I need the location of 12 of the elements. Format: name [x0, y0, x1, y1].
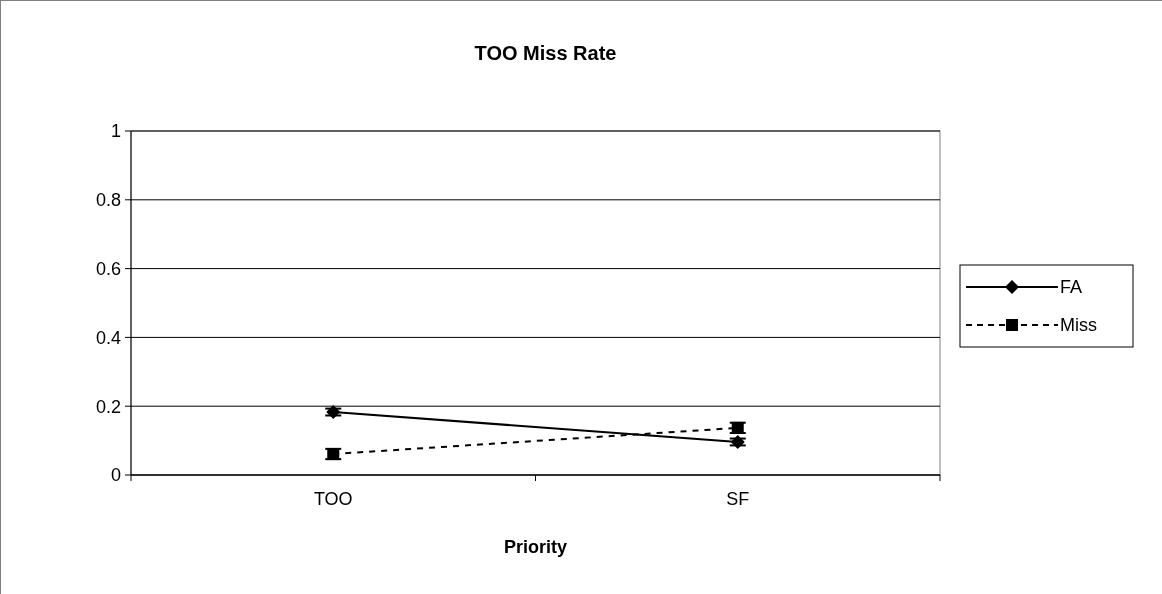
- y-tick-label: 0: [110, 465, 121, 486]
- y-tick-label: 1: [110, 121, 121, 142]
- x-tick-label: SF: [726, 489, 750, 509]
- y-tick-label: 0.8: [95, 190, 121, 211]
- x-axis-title: Priority: [503, 537, 568, 557]
- chart-title: TOO Miss Rate: [474, 42, 617, 64]
- y-tick-label: 0.4: [95, 327, 121, 348]
- y-tick-label: 0.2: [95, 396, 121, 417]
- x-tick-label: TOO: [313, 489, 353, 509]
- y-tick-label: 0.6: [95, 258, 121, 279]
- legend-label: Miss: [1060, 315, 1097, 336]
- legend-label: FA: [1060, 277, 1083, 298]
